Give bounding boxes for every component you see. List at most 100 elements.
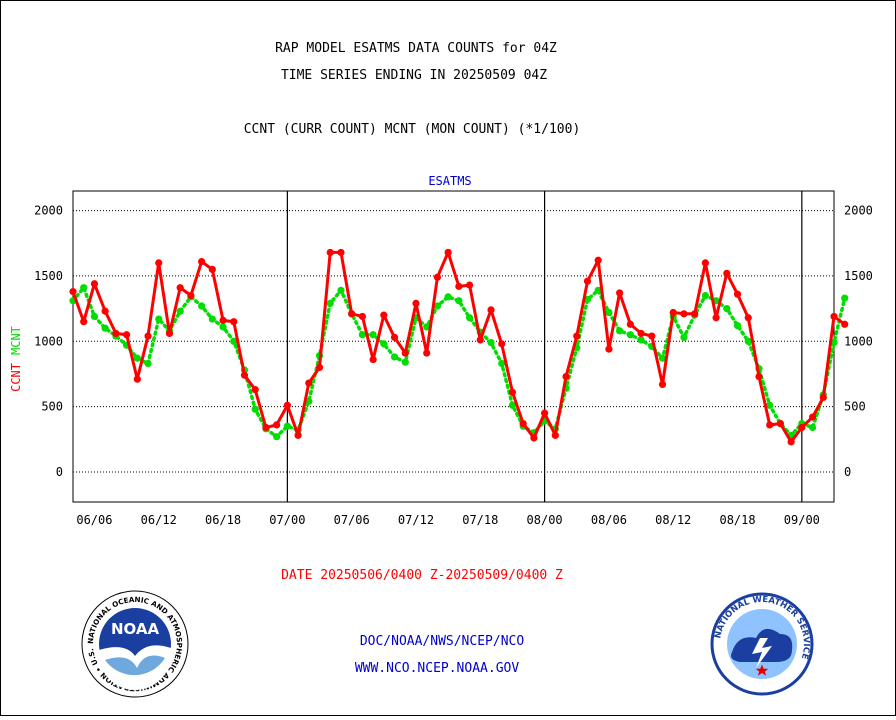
data-point-ccnt xyxy=(476,336,484,344)
data-point-ccnt xyxy=(230,318,238,326)
data-point-ccnt xyxy=(487,306,495,314)
y-tick-label-left: 500 xyxy=(41,400,63,414)
data-point-ccnt xyxy=(155,259,163,267)
data-point-mcnt xyxy=(369,331,377,339)
x-tick-label: 07/12 xyxy=(398,513,434,527)
y-tick-label-right: 0 xyxy=(844,465,851,479)
data-point-ccnt xyxy=(198,257,206,266)
x-tick-label: 06/06 xyxy=(76,513,112,527)
data-point-ccnt xyxy=(626,320,634,328)
data-point-mcnt xyxy=(808,423,817,432)
org-label: DOC/NOAA/NWS/NCEP/NCO xyxy=(360,634,525,649)
data-point-ccnt xyxy=(465,281,474,289)
data-point-ccnt xyxy=(219,316,227,324)
grid-lines xyxy=(73,210,834,473)
y-tick-label-right: 500 xyxy=(844,400,866,414)
data-point-ccnt xyxy=(144,332,152,340)
data-point-ccnt xyxy=(101,307,109,315)
data-point-mcnt xyxy=(155,315,163,323)
data-point-mcnt xyxy=(90,312,99,321)
data-point-mcnt xyxy=(701,291,709,300)
data-point-ccnt xyxy=(283,401,291,409)
data-point-ccnt xyxy=(541,409,549,417)
data-point-ccnt xyxy=(498,340,506,348)
data-point-ccnt xyxy=(315,363,324,372)
x-tick-label: 06/18 xyxy=(205,513,241,527)
data-point-mcnt xyxy=(723,305,731,313)
y-tick-label-right: 1000 xyxy=(844,334,873,348)
data-point-ccnt xyxy=(798,423,806,432)
data-point-ccnt xyxy=(326,248,334,257)
data-point-ccnt xyxy=(240,371,249,379)
data-point-mcnt xyxy=(744,337,752,345)
series-group xyxy=(69,248,849,446)
data-point-mcnt xyxy=(219,323,227,331)
y-tick-label-left: 1000 xyxy=(34,334,63,348)
tick-labels: 0 0 500 500 1000 1000 1500 1500 2000 2000 06/06 06/… xyxy=(34,204,873,527)
data-point-ccnt xyxy=(712,314,720,322)
data-point-ccnt xyxy=(573,332,581,340)
data-point-ccnt xyxy=(562,372,570,381)
data-point-mcnt xyxy=(101,324,109,332)
data-point-mcnt xyxy=(841,294,849,302)
noaa-logo-icon: NATIONAL OCEANIC AND ATMOSPHERIC ADMINIS… xyxy=(81,590,189,698)
data-point-ccnt xyxy=(133,375,141,383)
data-point-mcnt xyxy=(766,401,774,409)
data-point-mcnt xyxy=(444,293,452,301)
data-point-ccnt xyxy=(433,273,442,281)
data-point-ccnt xyxy=(273,421,281,429)
data-point-mcnt xyxy=(455,297,463,305)
data-point-mcnt xyxy=(133,354,141,362)
y-tick-label-left: 1500 xyxy=(34,269,63,283)
data-point-mcnt xyxy=(176,307,184,315)
data-point-ccnt xyxy=(455,282,463,290)
data-point-ccnt xyxy=(701,259,709,267)
data-point-mcnt xyxy=(358,331,366,339)
x-tick-label: 08/18 xyxy=(719,513,755,527)
data-point-ccnt xyxy=(423,349,431,357)
y-tick-label-left: 0 xyxy=(56,465,63,479)
x-tick-label: 07/18 xyxy=(462,513,498,527)
x-tick-label: 08/12 xyxy=(655,513,691,527)
data-point-mcnt xyxy=(594,286,602,294)
x-tick-label: 07/06 xyxy=(334,513,370,527)
data-point-ccnt xyxy=(733,290,742,298)
data-point-ccnt xyxy=(680,310,688,318)
chart-title-line2: TIME SERIES ENDING IN 20250509 04Z xyxy=(281,68,547,83)
data-point-mcnt xyxy=(144,359,152,368)
data-point-mcnt xyxy=(616,327,624,335)
data-point-ccnt xyxy=(648,332,656,340)
data-point-ccnt xyxy=(819,393,827,402)
data-point-ccnt xyxy=(187,291,195,300)
data-point-ccnt xyxy=(508,388,517,396)
data-point-ccnt xyxy=(723,269,731,277)
data-point-mcnt xyxy=(433,302,442,310)
data-point-ccnt xyxy=(744,314,752,322)
data-point-ccnt xyxy=(583,277,592,285)
chart-subtitle: ESATMS xyxy=(428,174,471,188)
data-point-mcnt xyxy=(680,333,688,341)
data-point-mcnt xyxy=(487,338,495,347)
data-point-mcnt xyxy=(380,340,388,348)
chart-title-line1: RAP MODEL ESATMS DATA COUNTS for 04Z xyxy=(275,41,557,56)
y-tick-label-right: 1500 xyxy=(844,269,873,283)
data-point-ccnt xyxy=(669,308,677,317)
x-tick-label: 06/12 xyxy=(141,513,177,527)
data-point-ccnt xyxy=(519,419,527,428)
data-point-ccnt xyxy=(165,329,174,338)
data-point-ccnt xyxy=(530,434,538,442)
data-point-mcnt xyxy=(230,337,238,345)
x-tick-label: 08/06 xyxy=(591,513,627,527)
data-point-ccnt xyxy=(808,413,817,421)
date-range-label: DATE 20250506/0400 Z-20250509/0400 Z xyxy=(281,568,563,583)
y-axis-label: CCNT MCNT xyxy=(9,326,23,392)
data-point-ccnt xyxy=(691,310,699,318)
data-point-mcnt xyxy=(423,323,431,331)
data-point-ccnt xyxy=(637,329,645,338)
data-point-ccnt xyxy=(122,331,131,339)
website-link[interactable]: WWW.NCO.NCEP.NOAA.GOV xyxy=(355,661,520,676)
data-point-ccnt xyxy=(787,438,795,446)
x-tick-label: 07/00 xyxy=(269,513,305,527)
